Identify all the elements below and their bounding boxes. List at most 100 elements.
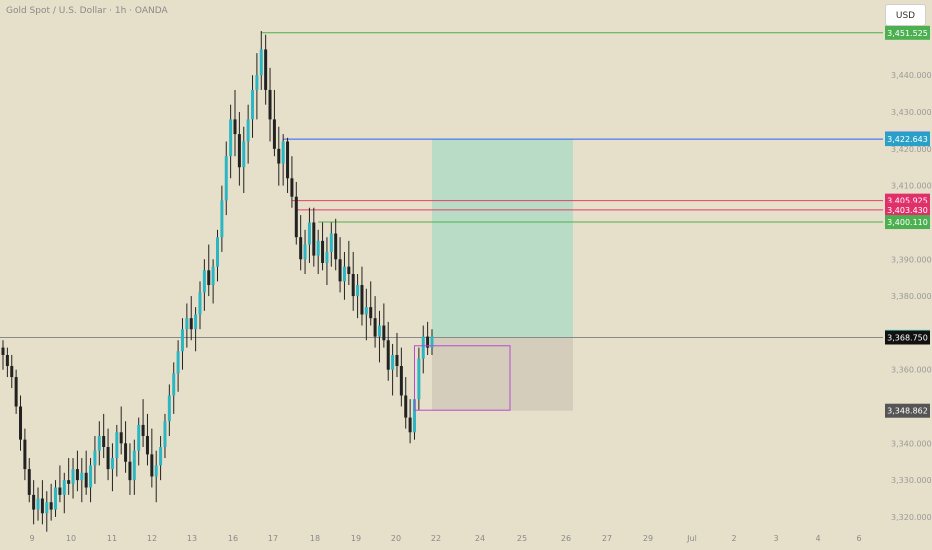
candle-body (408, 417, 412, 433)
candle-body (316, 240, 320, 256)
candle-body (1, 347, 5, 355)
candle-body (233, 119, 237, 135)
target-zone (432, 139, 573, 338)
candle-body (312, 222, 316, 256)
price-tag-label: 3,422.643 (887, 135, 928, 144)
candle-body (128, 461, 132, 481)
candle-body (40, 498, 44, 514)
y-tick-label: 3,330.000 (891, 476, 932, 485)
x-tick-label: 22 (431, 534, 441, 543)
candle-body (399, 366, 403, 396)
candle-body (84, 472, 88, 488)
candle-body (259, 49, 263, 76)
candle-body (58, 487, 62, 495)
price-tag-label: 3,348.862 (887, 407, 928, 416)
y-tick-label: 3,430.000 (891, 108, 932, 117)
highlight-box (413, 345, 511, 411)
currency-button[interactable]: USD (885, 4, 926, 26)
candle-body (255, 75, 259, 90)
candle-body (395, 354, 399, 367)
candle-body (154, 465, 158, 477)
price-tag-label: 3,405.925 (887, 197, 928, 206)
candle-body (5, 354, 9, 367)
candle-body (356, 285, 360, 297)
candle-body (75, 469, 79, 481)
highlight-box-group (413, 345, 511, 411)
x-tick-label: 24 (475, 534, 485, 543)
price-tag (885, 25, 930, 40)
candle-body (32, 494, 36, 510)
candle-body (277, 148, 281, 164)
candle-body (10, 366, 14, 378)
candle-body (167, 395, 171, 422)
x-tick-label: 20 (391, 534, 401, 543)
candle-body (347, 266, 351, 274)
y-tick-label: 3,360.000 (891, 366, 932, 375)
candle-body (391, 354, 395, 370)
x-tick-label: 25 (517, 534, 527, 543)
price-tag-label: 3,451.525 (887, 29, 928, 38)
x-tick-label: 29 (643, 534, 653, 543)
y-tick-label: 3,380.000 (891, 292, 932, 301)
candle-body (342, 266, 346, 282)
candle-body (67, 480, 71, 484)
price-tag-label: 3,400.110 (887, 218, 928, 227)
price-axis[interactable]: 3,440.000 3,430.000 3,420.000 3,410.000 3,39… (891, 71, 932, 522)
candle-body (71, 469, 75, 484)
price-tag (885, 202, 930, 217)
candle-body (110, 458, 114, 470)
candle-body (23, 439, 27, 470)
price-tag-label: 3,403.430 (887, 206, 928, 215)
candle-body (251, 89, 255, 120)
candle-body (329, 233, 333, 252)
candle-body (145, 435, 149, 455)
candle-body (19, 406, 23, 440)
candle-body (404, 395, 408, 418)
price-tag (885, 403, 930, 418)
candle-body (14, 377, 18, 407)
candle-body (334, 233, 338, 260)
candle-body (307, 222, 311, 245)
x-tick-label: 18 (310, 534, 320, 543)
y-tick-label: 3,420.000 (891, 145, 932, 154)
candle-body (426, 336, 430, 348)
candle-body (163, 421, 167, 448)
candle-body (80, 472, 84, 481)
candle-body (321, 240, 325, 263)
candle-body (220, 200, 224, 238)
y-tick-label: 3,320.000 (891, 513, 932, 522)
candle-body (338, 259, 342, 282)
x-tick-label: 26 (561, 534, 571, 543)
candle-body (229, 119, 233, 157)
candle-body (268, 89, 272, 120)
candle-body (299, 237, 303, 260)
horizontal-lines (0, 32, 883, 338)
candlesticks (1, 31, 434, 532)
candle-body (373, 318, 377, 337)
candle-body (97, 435, 101, 451)
x-tick-label: 11 (107, 534, 117, 543)
price-tag (885, 215, 930, 230)
symbol-title: Gold Spot / U.S. Dollar · 1h · OANDA (6, 6, 168, 16)
candle-body (93, 450, 97, 466)
candle-body (386, 340, 390, 370)
candle-body (89, 465, 93, 488)
candle-body (286, 141, 290, 179)
candle-body (106, 447, 110, 470)
x-tick-label: 16 (228, 534, 238, 543)
y-tick-label: 3,390.000 (891, 255, 932, 264)
candle-body (119, 432, 123, 444)
candle-body (137, 424, 141, 451)
candle-body (382, 325, 386, 341)
candle-body (421, 336, 425, 359)
candle-body (62, 480, 66, 495)
time-axis[interactable]: 9 10 11 12 13 16 17 18 19 20 22 24 25 26 27 29 Jul 2 3 4 6 (29, 534, 861, 543)
price-labels: 3,451.5253,422.7853,422.6433,405.9253,40… (885, 25, 930, 418)
x-tick-label: 9 (29, 534, 34, 543)
stop-zone (432, 337, 573, 411)
candle-body (124, 443, 128, 462)
candle-body (198, 292, 202, 315)
candle-body (102, 435, 106, 448)
x-tick-label: 27 (602, 534, 612, 543)
